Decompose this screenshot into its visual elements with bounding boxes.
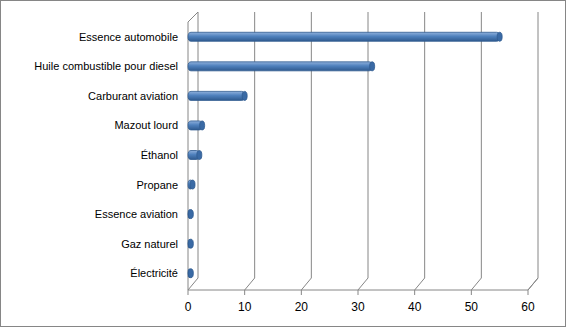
chart-container: 0 10 20 30 40 50 60 Essence automobile Huile com… (0, 0, 566, 327)
grid-floor-line (188, 278, 198, 290)
tick-label: 0 (185, 300, 192, 314)
grid-line (481, 12, 482, 278)
chart-svg: 0 10 20 30 40 50 60 Essence automobile Huile com… (0, 0, 566, 327)
bar-group (188, 180, 195, 189)
bar-group (188, 91, 247, 100)
grid-line (254, 12, 255, 278)
category-label: Éthanol (141, 149, 178, 161)
tick-mark (244, 290, 245, 295)
grid-line (424, 12, 425, 278)
bar-cap (370, 62, 375, 71)
bar-cap (200, 121, 205, 130)
bar-cap (497, 32, 502, 41)
category-label: Huile combustible pour diesel (34, 60, 178, 72)
tick-mark (358, 290, 359, 295)
bar-group (188, 210, 193, 219)
bar-group (188, 239, 193, 248)
category-label: Électricité (130, 267, 178, 279)
grid-line (368, 12, 369, 278)
tick-label: 40 (408, 300, 422, 314)
category-label: Essence automobile (79, 31, 178, 43)
chart-frame (1, 1, 566, 327)
bar-group (188, 151, 202, 160)
bar-cap (197, 151, 202, 160)
tick-label: 10 (238, 300, 252, 314)
grid-line (538, 12, 539, 278)
bar-cap (242, 91, 247, 100)
tick-label: 50 (465, 300, 479, 314)
bar-group (188, 269, 193, 278)
grid-floor-line (528, 278, 538, 290)
bar-cap (188, 239, 193, 248)
category-label: Essence aviation (95, 208, 178, 220)
bar-group (188, 32, 502, 41)
bar-cap (190, 180, 195, 189)
bar (188, 91, 245, 100)
category-label: Carburant aviation (88, 90, 178, 102)
tick-mark (414, 290, 415, 295)
bar-cap (188, 210, 193, 219)
category-label: Mazout lourd (114, 119, 178, 131)
grid-floor-line (245, 278, 255, 290)
bar-cap (188, 269, 193, 278)
grid-floor-line (358, 278, 368, 290)
bar (188, 32, 500, 41)
bars (188, 32, 502, 277)
grid-floor-line (301, 278, 311, 290)
bar-group (188, 62, 375, 71)
grid-line (311, 12, 312, 278)
tick-label: 30 (351, 300, 365, 314)
tick-mark (528, 290, 529, 295)
x-axis-line (528, 278, 538, 290)
category-label: Gaz naturel (121, 238, 178, 250)
tick-mark (301, 290, 302, 295)
category-label: Propane (136, 179, 178, 191)
bar (188, 62, 372, 71)
axis-wall-line (188, 12, 198, 22)
tick-label: 20 (295, 300, 309, 314)
bar-group (188, 121, 205, 130)
grid-line (198, 12, 199, 278)
tick-label: 60 (521, 300, 535, 314)
grid (188, 12, 538, 290)
tick-mark (188, 290, 189, 295)
tick-mark (471, 290, 472, 295)
grid-floor-line (471, 278, 481, 290)
grid-floor-line (415, 278, 425, 290)
